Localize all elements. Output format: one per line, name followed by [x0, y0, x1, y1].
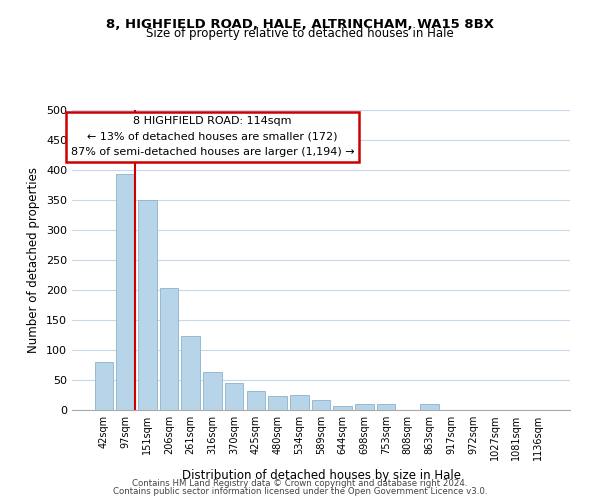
Y-axis label: Number of detached properties: Number of detached properties — [28, 167, 40, 353]
Bar — [138, 200, 157, 410]
Bar — [225, 383, 244, 410]
Bar — [247, 392, 265, 410]
Bar — [268, 396, 287, 410]
Bar — [181, 336, 200, 410]
Text: 8, HIGHFIELD ROAD, HALE, ALTRINCHAM, WA15 8BX: 8, HIGHFIELD ROAD, HALE, ALTRINCHAM, WA1… — [106, 18, 494, 30]
Text: Contains HM Land Registry data © Crown copyright and database right 2024.: Contains HM Land Registry data © Crown c… — [132, 478, 468, 488]
Bar — [203, 372, 221, 410]
Bar — [116, 174, 135, 410]
Bar — [290, 395, 308, 410]
Bar — [334, 406, 352, 410]
Bar — [312, 400, 330, 410]
X-axis label: Distribution of detached houses by size in Hale: Distribution of detached houses by size … — [182, 468, 461, 481]
Bar — [355, 404, 374, 410]
Text: Contains public sector information licensed under the Open Government Licence v3: Contains public sector information licen… — [113, 487, 487, 496]
Bar — [377, 404, 395, 410]
Text: Size of property relative to detached houses in Hale: Size of property relative to detached ho… — [146, 28, 454, 40]
Bar — [95, 362, 113, 410]
Bar — [421, 404, 439, 410]
Bar — [160, 288, 178, 410]
Text: 8 HIGHFIELD ROAD: 114sqm
← 13% of detached houses are smaller (172)
87% of semi-: 8 HIGHFIELD ROAD: 114sqm ← 13% of detach… — [71, 116, 354, 157]
